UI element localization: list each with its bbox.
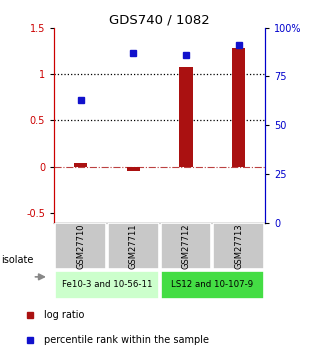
Bar <box>127 167 140 170</box>
Text: isolate: isolate <box>1 255 33 265</box>
Bar <box>108 224 159 269</box>
Text: GSM27710: GSM27710 <box>76 223 85 268</box>
Text: LS12 and 10-107-9: LS12 and 10-107-9 <box>171 280 253 289</box>
Bar <box>74 163 87 167</box>
Text: GSM27711: GSM27711 <box>129 223 138 268</box>
Text: Fe10-3 and 10-56-11: Fe10-3 and 10-56-11 <box>62 280 152 289</box>
Bar <box>232 48 245 167</box>
Bar <box>213 224 264 269</box>
Bar <box>161 224 211 269</box>
Text: percentile rank within the sample: percentile rank within the sample <box>44 335 209 345</box>
Text: GSM27712: GSM27712 <box>181 223 191 268</box>
Bar <box>179 67 193 167</box>
Bar <box>55 270 159 299</box>
Text: log ratio: log ratio <box>44 310 84 321</box>
Title: GDS740 / 1082: GDS740 / 1082 <box>109 13 210 27</box>
Bar <box>55 224 106 269</box>
Bar <box>161 270 264 299</box>
Text: GSM27713: GSM27713 <box>234 223 243 269</box>
